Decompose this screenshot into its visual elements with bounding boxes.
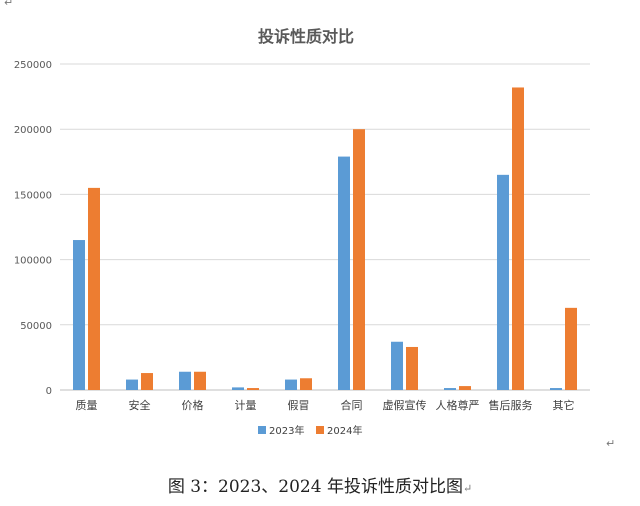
bar-2023-8 [444, 388, 456, 390]
bar-2024-3 [194, 371, 206, 390]
bar-2023-2 [126, 379, 138, 390]
x-tick-label: 质量 [76, 399, 98, 412]
bar-2024-5 [300, 378, 312, 390]
bar-2024-9 [512, 87, 524, 391]
y-tick-label: 250000 [14, 60, 52, 71]
x-tick-label: 价格 [182, 398, 204, 412]
bar-2024-1 [88, 187, 100, 390]
legend: 2023年 2024年 [258, 424, 362, 437]
bar-2024-2 [141, 373, 153, 390]
bar-2023-6 [338, 156, 350, 390]
figure-caption: 图 3：2023、2024 年投诉性质对比图↵ [0, 472, 640, 497]
bar-2024-6 [353, 129, 365, 390]
x-tick-label: 计量 [235, 399, 257, 412]
y-tick-label: 100000 [14, 256, 52, 267]
x-tick-label: 假冒 [288, 398, 310, 412]
bar-2024-10 [565, 307, 577, 390]
y-tick-label: 50000 [20, 321, 52, 332]
chart-title: 投诉性质对比 [258, 27, 354, 46]
x-tick-label: 安全 [129, 398, 151, 412]
x-tick-label: 合同 [341, 398, 363, 412]
bars [73, 87, 577, 391]
x-tick-label: 售后服务 [489, 398, 533, 412]
y-tick-label: 150000 [14, 190, 52, 201]
paragraph-mark-right: ↵ [606, 437, 616, 450]
bar-2023-9 [497, 174, 509, 390]
x-axis-tick-labels: 质量 安全 价格 计量 假冒 合同 虚假宣传 人格尊严 售后服务 其它 [76, 398, 575, 412]
gridlines [60, 63, 590, 391]
legend-swatch-2 [316, 426, 324, 434]
bar-chart: 投诉性质对比 0 50000 100000 150000 200000 250000 质量… [14, 27, 590, 437]
bar-2024-4 [247, 388, 259, 390]
legend-label-2: 2024年 [327, 424, 362, 437]
bar-2023-4 [232, 387, 244, 390]
legend-swatch-1 [258, 426, 266, 434]
paragraph-mark-top: ↵ [4, 0, 14, 9]
bar-2023-3 [179, 371, 191, 390]
legend-label-1: 2023年 [269, 424, 304, 437]
x-tick-label: 人格尊严 [436, 398, 480, 412]
y-tick-label: 0 [46, 386, 52, 397]
bar-2023-7 [391, 341, 403, 390]
bar-2023-5 [285, 379, 297, 390]
paragraph-mark-caption: ↵ [462, 482, 473, 495]
y-tick-label: 200000 [14, 125, 52, 136]
x-tick-label: 虚假宣传 [383, 398, 427, 412]
bar-2024-8 [459, 386, 471, 390]
bar-2024-7 [406, 346, 418, 390]
figure-caption-text: 图 3：2023、2024 年投诉性质对比图 [167, 477, 463, 497]
x-tick-label: 其它 [553, 398, 575, 412]
y-axis-tick-labels: 0 50000 100000 150000 200000 250000 [14, 60, 52, 397]
bar-2023-10 [550, 388, 562, 390]
bar-2023-1 [73, 240, 85, 390]
